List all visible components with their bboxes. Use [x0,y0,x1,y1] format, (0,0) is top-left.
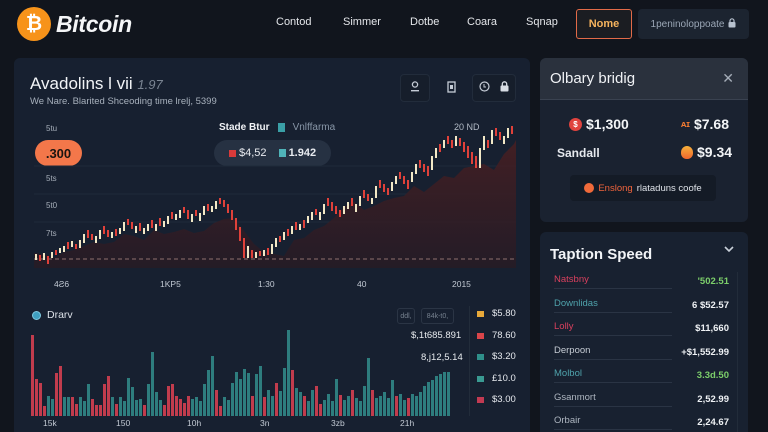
app-name: Bitcoin [56,10,132,37]
volume-legend-item: £10.0 [477,373,516,384]
legend-swatch-icon [477,332,484,339]
timeframe-label: 20 ND [454,122,480,132]
red-swatch-icon [228,149,236,157]
top-nav-bar: ₿ Bitcoin Contod Simmer Dotbe Coara Sqna… [0,0,768,48]
chart-legend: Stade Btur Vnlffarma [219,122,335,133]
speed-row[interactable]: Gsanmort 2,52.99 [554,391,729,407]
price-chart-panel: Avadolins l vii 1.97 We Nare. Blarited S… [14,58,530,432]
volume-x-label: 3zb [331,418,345,428]
user-tool-button[interactable] [400,74,430,102]
chart-stats-pill: $4,52 1.942 [214,140,331,166]
volume-value-1: $,1t685.891 [411,330,462,341]
volume-x-label: 10h [187,418,202,428]
volume-bar-chart[interactable] [31,326,459,416]
balloon-icon [681,145,693,159]
chevron-down-icon[interactable] [724,242,734,256]
bridge-popup: Olbary bridig ✕ $ $1,300 ᴀɪ $7.68 Sandal… [540,58,748,222]
x-axis-label: 40 [357,279,367,289]
popup-label: Sandall [557,146,600,160]
clock-icon[interactable] [479,81,490,95]
volume-legend-item: 78.60 [477,330,516,341]
y-axis-label: 5tu [46,124,58,133]
legend-swatch-icon [477,353,484,360]
volume-status-icon [32,310,41,320]
volume-legend-item: $3.00 [477,394,516,405]
volume-x-label: 15k [43,418,57,428]
volume-x-label: 3n [260,418,270,428]
teal-swatch-icon [278,149,286,158]
y-axis-label: 5t0 [46,201,58,210]
bitcoin-logo-icon: ₿ [17,7,51,41]
chart-subtitle: We Nare. Blarited Shceoding time lrelj, … [30,96,217,107]
popup-header: Olbary bridig ✕ [540,58,748,100]
volume-value-2: 8,j12,5.14 [421,352,463,363]
y-axis-label: 5ts [46,174,57,183]
legend-swatch-icon [477,310,484,317]
user-icon [410,81,420,95]
popup-title: Olbary bridig [550,70,636,87]
y-axis-label: 7ts [46,229,57,238]
lock-icon [728,17,736,31]
nav-item-nome-active[interactable]: Nome [576,9,632,39]
legend-swatch-icon [277,123,285,132]
legend-primary-label: Stade Btur [219,122,270,133]
document-tool-button[interactable] [436,74,466,102]
coin-icon: $ [569,117,582,131]
volume-x-label: 150 [116,418,131,428]
speed-row[interactable]: Downlidas 6 $52.57 [554,297,729,313]
legend-secondary-label: Vnlffarma [292,122,336,133]
volume-range-button[interactable]: 84k-t0, [421,308,454,324]
popup-price-2: ᴀɪ $7.68 [681,116,729,132]
action-icon [584,183,595,193]
chart-version: 1.97 [137,77,163,92]
nav-item-sqnap[interactable]: Sqnap [526,16,558,28]
popup-action-button[interactable]: Enslong rlataduns coofe [570,175,716,201]
volume-legend-item: $3.20 [477,351,516,362]
chart-title: Avadolins l vii 1.97 [30,74,163,93]
volume-x-label: 21h [400,418,415,428]
speed-row[interactable]: Lolly $11,660 [554,321,729,337]
candlestick-chart[interactable] [34,126,516,276]
speed-row[interactable]: Molbol 3.3d.50 [554,368,729,384]
popup-price-1: $ $1,300 [569,116,629,132]
nav-item-coara[interactable]: Coara [467,16,497,28]
stat-red: $4,52 [228,147,267,159]
brand-logo[interactable]: ₿ Bitcoin [17,7,132,41]
search-box[interactable]: 1peninoloppoate [638,9,749,39]
search-placeholder: 1peninoloppoate [650,18,725,30]
volume-legend-item: $5.80 [477,308,516,319]
volume-filter-button[interactable]: ddl, [397,308,415,324]
lock-icon[interactable] [500,81,509,95]
volume-divider [469,306,470,416]
clock-lock-tool-group[interactable] [472,74,516,102]
x-axis-label: 2015 [452,279,471,289]
nav-item-simmer[interactable]: Simmer [343,16,381,28]
token-icon: ᴀɪ [681,119,690,129]
speed-row[interactable]: Orbair 2,24.67 [554,415,729,431]
close-icon[interactable]: ✕ [722,70,734,86]
candles [35,126,513,264]
speed-row[interactable]: Natsbny '502.51 [554,274,729,290]
legend-swatch-icon [477,375,484,382]
speed-panel-title: Taption Speed [550,246,653,263]
speed-row[interactable]: Derpoon +$1,552.99 [554,344,729,360]
x-axis-label: 4Ƨ6 [54,279,70,289]
stat-teal: 1.942 [278,147,316,159]
speed-divider [737,272,738,432]
nav-item-contod[interactable]: Contod [276,16,312,28]
popup-price-3: $9.34 [681,144,732,160]
x-axis-label: 1:30 [258,279,275,289]
current-price-badge[interactable]: .300 [35,140,82,166]
legend-swatch-icon [477,396,484,403]
volume-section-title: Drarv [32,309,73,321]
x-axis-label: 1KP5 [160,279,181,289]
nav-item-dotbe[interactable]: Dotbe [410,16,440,28]
transaction-speed-panel: Taption Speed Natsbny '502.51 Downlidas 6 … [540,232,748,432]
document-icon [446,80,456,96]
